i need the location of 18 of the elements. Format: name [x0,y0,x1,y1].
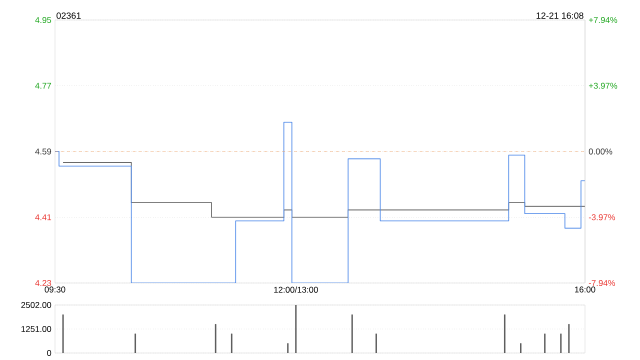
text: 12-21 16:08 [536,12,584,19]
y-tick-label: 1251.00 [22,326,52,332]
y-tick-label: 0 [47,350,52,356]
x-tick-label: 16:00 [575,286,596,293]
y-tick-label: 4.41 [35,214,52,220]
y2-tick-label: +3.97% [588,82,618,89]
y2-tick-label: -7.94% [588,280,616,286]
y2-tick-label: -3.97% [588,214,616,220]
x-tick-label: 12:00/13:00 [274,286,318,293]
y-tick-label: 4.59 [35,148,52,154]
chart-title: 02361 [56,12,81,19]
y-tick-label: 4.77 [35,82,52,89]
y2-tick-label: 0.00% [588,148,612,154]
y-tick-label: 4.23 [35,280,52,286]
x-tick-label: 09:30 [44,286,66,293]
y-tick-label: 2502.00 [21,302,52,308]
y-tick-label: 4.95 [35,17,52,23]
y2-tick-label: +7.94% [588,16,618,23]
